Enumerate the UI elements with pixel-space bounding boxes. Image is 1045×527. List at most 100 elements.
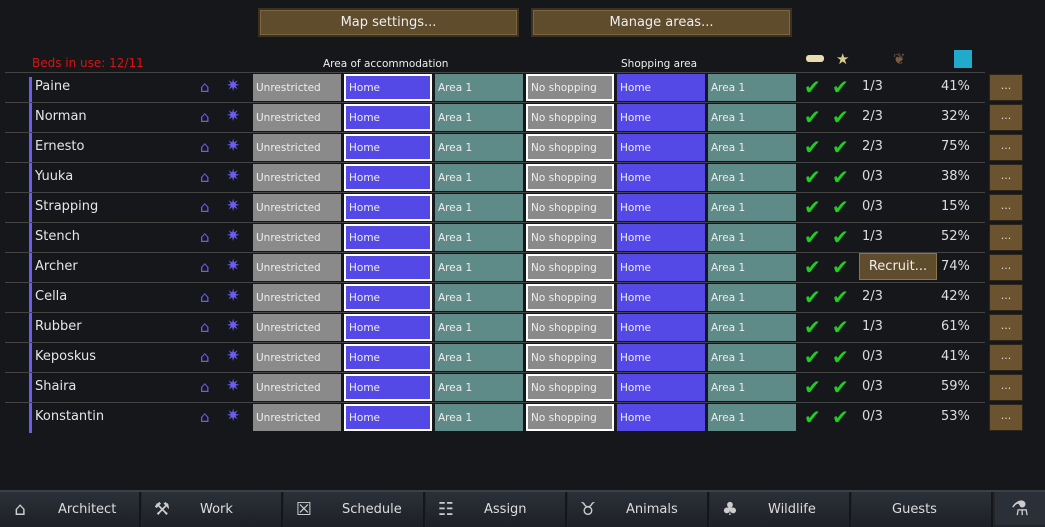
accommodation-area-cell[interactable]: Area 1 [435, 164, 523, 191]
pawn-name[interactable]: Norman [35, 109, 87, 124]
home-icon[interactable]: ⌂ [200, 318, 210, 336]
badge-star-icon[interactable]: ✷ [226, 196, 241, 216]
pawn-name[interactable]: Rubber [35, 319, 82, 334]
shopping-area-cell[interactable]: Area 1 [708, 74, 796, 101]
home-icon[interactable]: ⌂ [200, 348, 210, 366]
check-icon[interactable]: ✔ [804, 165, 821, 189]
accommodation-home-cell[interactable]: Home [344, 344, 432, 371]
check-icon[interactable]: ✔ [832, 255, 849, 279]
check-icon[interactable]: ✔ [832, 105, 849, 129]
accommodation-area-cell[interactable]: Area 1 [435, 224, 523, 251]
accommodation-area-cell[interactable]: Area 1 [435, 194, 523, 221]
tab-work[interactable]: ⚒ Work [142, 492, 283, 527]
tab-animals[interactable]: ♉ Animals [568, 492, 709, 527]
home-icon[interactable]: ⌂ [200, 168, 210, 186]
more-button[interactable]: ... [989, 194, 1023, 221]
pawn-name[interactable]: Konstantin [35, 409, 105, 424]
more-button[interactable]: ... [989, 314, 1023, 341]
shopping-area-cell[interactable]: Area 1 [708, 104, 796, 131]
more-button[interactable]: ... [989, 74, 1023, 101]
badge-star-icon[interactable]: ✷ [226, 256, 241, 276]
shopping-area-cell[interactable]: Area 1 [708, 254, 796, 281]
check-icon[interactable]: ✔ [832, 195, 849, 219]
accommodation-home-cell[interactable]: Home [344, 404, 432, 431]
more-button[interactable]: ... [989, 164, 1023, 191]
more-button[interactable]: ... [989, 134, 1023, 161]
no-shopping-cell[interactable]: No shopping [526, 164, 614, 191]
check-icon[interactable]: ✔ [804, 105, 821, 129]
shopping-home-cell[interactable]: Home [617, 164, 705, 191]
shopping-home-cell[interactable]: Home [617, 314, 705, 341]
tab-guests[interactable]: Guests [852, 492, 993, 527]
allowed-area-cell[interactable]: Unrestricted [253, 284, 341, 311]
badge-star-icon[interactable]: ✷ [226, 136, 241, 156]
check-icon[interactable]: ✔ [832, 165, 849, 189]
more-button[interactable]: ... [989, 284, 1023, 311]
allowed-area-cell[interactable]: Unrestricted [253, 344, 341, 371]
no-shopping-cell[interactable]: No shopping [526, 254, 614, 281]
accommodation-home-cell[interactable]: Home [344, 314, 432, 341]
shopping-home-cell[interactable]: Home [617, 254, 705, 281]
allowed-area-cell[interactable]: Unrestricted [253, 314, 341, 341]
shopping-home-cell[interactable]: Home [617, 134, 705, 161]
shopping-home-cell[interactable]: Home [617, 104, 705, 131]
no-shopping-cell[interactable]: No shopping [526, 314, 614, 341]
check-icon[interactable]: ✔ [804, 135, 821, 159]
check-icon[interactable]: ✔ [804, 75, 821, 99]
more-button[interactable]: ... [989, 374, 1023, 401]
badge-star-icon[interactable]: ✷ [226, 166, 241, 186]
badge-star-icon[interactable]: ✷ [226, 406, 241, 426]
check-icon[interactable]: ✔ [832, 225, 849, 249]
shopping-home-cell[interactable]: Home [617, 344, 705, 371]
badge-star-icon[interactable]: ✷ [226, 376, 241, 396]
shopping-home-cell[interactable]: Home [617, 194, 705, 221]
accommodation-home-cell[interactable]: Home [344, 254, 432, 281]
home-icon[interactable]: ⌂ [200, 408, 210, 426]
check-icon[interactable]: ✔ [832, 345, 849, 369]
allowed-area-cell[interactable]: Unrestricted [253, 164, 341, 191]
accommodation-home-cell[interactable]: Home [344, 134, 432, 161]
map-settings-button[interactable]: Map settings... [258, 8, 519, 37]
tab-schedule[interactable]: ☒ Schedule [284, 492, 425, 527]
check-icon[interactable]: ✔ [804, 225, 821, 249]
no-shopping-cell[interactable]: No shopping [526, 134, 614, 161]
check-icon[interactable]: ✔ [804, 375, 821, 399]
badge-star-icon[interactable]: ✷ [226, 286, 241, 306]
home-icon[interactable]: ⌂ [200, 288, 210, 306]
accommodation-home-cell[interactable]: Home [344, 74, 432, 101]
shopping-area-cell[interactable]: Area 1 [708, 374, 796, 401]
accommodation-home-cell[interactable]: Home [344, 374, 432, 401]
accommodation-area-cell[interactable]: Area 1 [435, 284, 523, 311]
accommodation-area-cell[interactable]: Area 1 [435, 134, 523, 161]
more-button[interactable]: ... [989, 254, 1023, 281]
allowed-area-cell[interactable]: Unrestricted [253, 224, 341, 251]
shopping-home-cell[interactable]: Home [617, 284, 705, 311]
no-shopping-cell[interactable]: No shopping [526, 284, 614, 311]
accommodation-home-cell[interactable]: Home [344, 194, 432, 221]
pawn-name[interactable]: Shaira [35, 379, 77, 394]
check-icon[interactable]: ✔ [804, 285, 821, 309]
no-shopping-cell[interactable]: No shopping [526, 344, 614, 371]
pawn-name[interactable]: Keposkus [35, 349, 96, 364]
home-icon[interactable]: ⌂ [200, 78, 210, 96]
shopping-area-cell[interactable]: Area 1 [708, 314, 796, 341]
pawn-name[interactable]: Paine [35, 79, 71, 94]
badge-star-icon[interactable]: ✷ [226, 346, 241, 366]
allowed-area-cell[interactable]: Unrestricted [253, 74, 341, 101]
allowed-area-cell[interactable]: Unrestricted [253, 104, 341, 131]
shopping-home-cell[interactable]: Home [617, 404, 705, 431]
shopping-home-cell[interactable]: Home [617, 224, 705, 251]
check-icon[interactable]: ✔ [832, 405, 849, 429]
allowed-area-cell[interactable]: Unrestricted [253, 134, 341, 161]
check-icon[interactable]: ✔ [804, 405, 821, 429]
home-icon[interactable]: ⌂ [200, 198, 210, 216]
more-button[interactable]: ... [989, 104, 1023, 131]
check-icon[interactable]: ✔ [832, 75, 849, 99]
tab-architect[interactable]: ⌂ Architect [0, 492, 141, 527]
home-icon[interactable]: ⌂ [200, 258, 210, 276]
no-shopping-cell[interactable]: No shopping [526, 104, 614, 131]
more-button[interactable]: ... [989, 224, 1023, 251]
accommodation-home-cell[interactable]: Home [344, 164, 432, 191]
pawn-name[interactable]: Strapping [35, 199, 99, 214]
check-icon[interactable]: ✔ [832, 315, 849, 339]
